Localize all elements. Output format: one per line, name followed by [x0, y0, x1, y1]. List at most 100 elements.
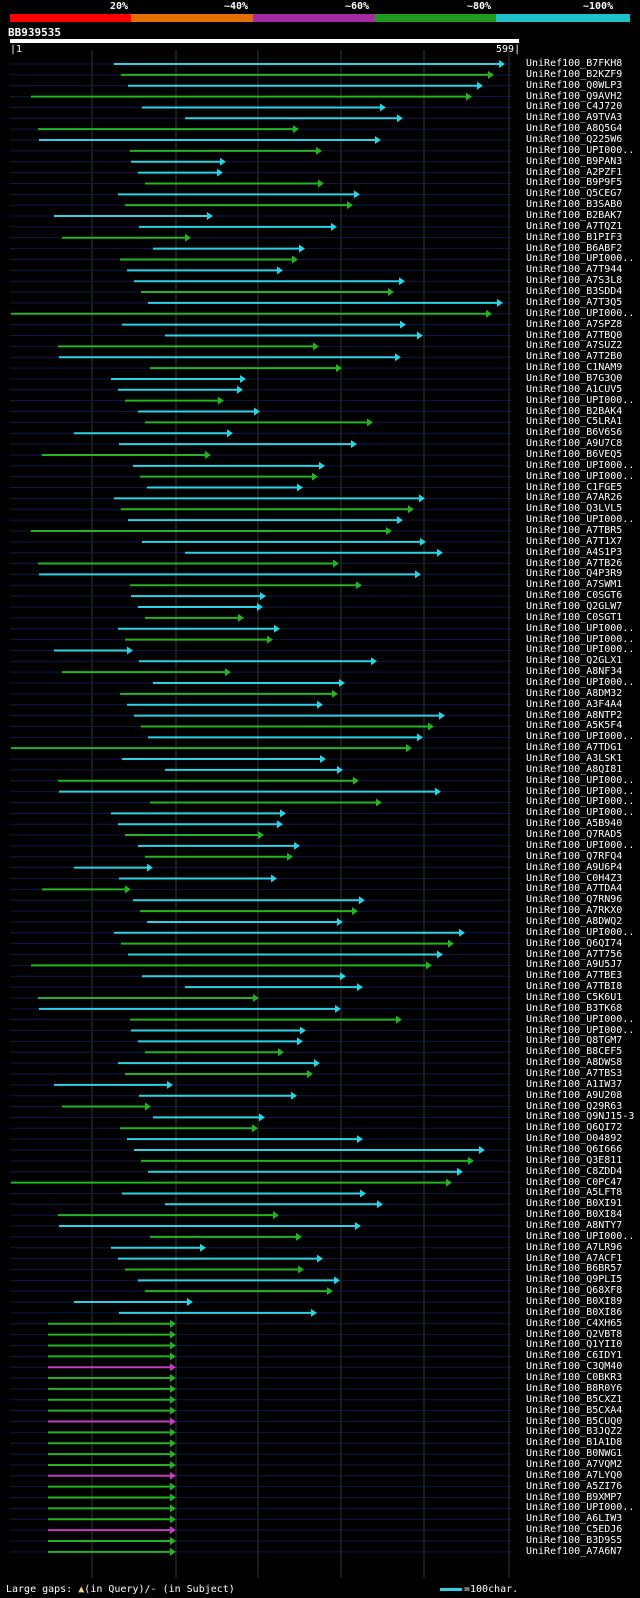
hit-label[interactable]: UniRef100_A7T3Q5 — [526, 296, 623, 308]
hit-label[interactable]: UniRef100_A7SUZ2 — [526, 340, 623, 352]
hit-label[interactable]: UniRef100_Q68XF8 — [526, 1285, 623, 1297]
hit-label[interactable]: UniRef100_A8DWS8 — [526, 1057, 623, 1069]
hit-label[interactable]: UniRef100_B2BAK4 — [526, 405, 623, 417]
hit-label[interactable]: UniRef100_Q29R63 — [526, 1100, 623, 1112]
hit-label[interactable]: UniRef100_Q1YII0 — [526, 1339, 623, 1351]
hit-label[interactable]: UniRef100_A7LYQ0 — [526, 1469, 623, 1481]
hit-label[interactable]: UniRef100_B9PAN3 — [526, 155, 623, 167]
hit-label[interactable]: UniRef100_C5LRA1 — [526, 416, 623, 428]
hit-label[interactable]: UniRef100_A7T2B0 — [526, 351, 623, 363]
hit-label[interactable]: UniRef100_C5EDJ6 — [526, 1524, 623, 1536]
hit-label[interactable]: UniRef100_Q7RN96 — [526, 894, 623, 906]
hit-label[interactable]: UniRef100_B1PIF3 — [526, 231, 623, 243]
hit-label[interactable]: UniRef100_A7VQM2 — [526, 1458, 623, 1470]
hit-label[interactable]: UniRef100_A5LFT8 — [526, 1187, 623, 1199]
hit-label[interactable]: UniRef100_UPI000.. — [526, 1024, 635, 1036]
hit-label[interactable]: UniRef100_A7LR96 — [526, 1241, 623, 1253]
hit-label[interactable]: UniRef100_UPI000.. — [526, 785, 635, 797]
hit-label[interactable]: UniRef100_UPI000.. — [526, 1230, 635, 1242]
hit-label[interactable]: UniRef100_A8QI81 — [526, 763, 623, 775]
hit-label[interactable]: UniRef100_C3QM40 — [526, 1361, 623, 1373]
hit-label[interactable]: UniRef100_C0H4Z3 — [526, 872, 623, 884]
hit-label[interactable]: UniRef100_B0NWG1 — [526, 1448, 623, 1460]
hit-label[interactable]: UniRef100_UPI000.. — [526, 144, 635, 156]
hit-label[interactable]: UniRef100_A7TDA4 — [526, 883, 623, 895]
hit-label[interactable]: UniRef100_Q9NJ15-3 — [526, 1111, 635, 1123]
hit-label[interactable]: UniRef100_UPI000.. — [526, 459, 635, 471]
hit-label[interactable]: UniRef100_A9TVA3 — [526, 112, 623, 124]
hit-label[interactable]: UniRef100_C4XH65 — [526, 1317, 623, 1329]
hit-label[interactable]: UniRef100_UPI000.. — [526, 307, 635, 319]
hit-label[interactable]: UniRef100_C0BKR3 — [526, 1372, 623, 1384]
hit-label[interactable]: UniRef100_Q0WLP3 — [526, 79, 623, 91]
hit-label[interactable]: UniRef100_B3JQZ2 — [526, 1426, 623, 1438]
hit-label[interactable]: UniRef100_B1A1D8 — [526, 1437, 623, 1449]
hit-label[interactable]: UniRef100_C6IDY1 — [526, 1350, 623, 1362]
hit-label[interactable]: UniRef100_A9U6P4 — [526, 861, 623, 873]
hit-label[interactable]: UniRef100_B7G3Q0 — [526, 372, 623, 384]
hit-label[interactable]: UniRef100_A9U7C8 — [526, 438, 623, 450]
hit-label[interactable]: UniRef100_A8Q5G4 — [526, 123, 623, 135]
hit-label[interactable]: UniRef100_A7T1X7 — [526, 535, 623, 547]
hit-label[interactable]: UniRef100_A1CUV5 — [526, 383, 623, 395]
hit-label[interactable]: UniRef100_A7TQZ1 — [526, 220, 623, 232]
hit-label[interactable]: UniRef100_B2KZF9 — [526, 68, 623, 80]
hit-label[interactable]: UniRef100_UPI000.. — [526, 1502, 635, 1514]
hit-label[interactable]: UniRef100_A7T944 — [526, 264, 623, 276]
hit-label[interactable]: UniRef100_C0SGT1 — [526, 611, 623, 623]
hit-label[interactable]: UniRef100_UPI000.. — [526, 470, 635, 482]
hit-label[interactable]: UniRef100_UPI000.. — [526, 644, 635, 656]
hit-label[interactable]: UniRef100_A9U5J7 — [526, 959, 623, 971]
hit-label[interactable]: UniRef100_Q2VBT8 — [526, 1328, 623, 1340]
hit-label[interactable]: UniRef100_B8CEF5 — [526, 1046, 623, 1058]
hit-label[interactable]: UniRef100_O04892 — [526, 1133, 623, 1145]
hit-label[interactable]: UniRef100_B5CUQ0 — [526, 1415, 623, 1427]
hit-label[interactable]: UniRef100_C0SGT6 — [526, 590, 623, 602]
hit-label[interactable]: UniRef100_A7TBR5 — [526, 524, 623, 536]
hit-label[interactable]: UniRef100_A7TBQ0 — [526, 329, 623, 341]
hit-label[interactable]: UniRef100_UPI000.. — [526, 622, 635, 634]
hit-label[interactable]: UniRef100_Q6I666 — [526, 1144, 623, 1155]
hit-label[interactable]: UniRef100_A7RKX0 — [526, 905, 623, 917]
hit-label[interactable]: UniRef100_Q6QI74 — [526, 937, 623, 949]
hit-label[interactable]: UniRef100_Q9PLI5 — [526, 1274, 623, 1286]
hit-label[interactable]: UniRef100_Q4P3R9 — [526, 568, 623, 580]
hit-label[interactable]: UniRef100_B0XI86 — [526, 1306, 623, 1318]
hit-label[interactable]: UniRef100_A7SPZ8 — [526, 318, 623, 330]
hit-label[interactable]: UniRef100_UPI000.. — [526, 731, 635, 743]
hit-label[interactable]: UniRef100_A8DWQ2 — [526, 915, 623, 927]
hit-label[interactable]: UniRef100_A7S3L8 — [526, 275, 623, 287]
hit-label[interactable]: UniRef100_UPI000.. — [526, 926, 635, 938]
hit-label[interactable]: UniRef100_UPI000.. — [526, 633, 635, 645]
hit-label[interactable]: UniRef100_A9U208 — [526, 1089, 623, 1101]
hit-label[interactable]: UniRef100_Q8TGM7 — [526, 1035, 623, 1047]
hit-label[interactable]: UniRef100_B6BR57 — [526, 1263, 623, 1275]
hit-label[interactable]: UniRef100_A7TB26 — [526, 557, 623, 569]
hit-label[interactable]: UniRef100_A7SWM1 — [526, 579, 623, 591]
hit-label[interactable]: UniRef100_A1IW37 — [526, 1078, 623, 1090]
hit-label[interactable]: UniRef100_A8NTY7 — [526, 1220, 623, 1232]
hit-label[interactable]: UniRef100_A8NF34 — [526, 666, 623, 678]
hit-label[interactable]: UniRef100_B9XMP7 — [526, 1491, 623, 1503]
hit-label[interactable]: UniRef100_B0XI84 — [526, 1209, 623, 1221]
hit-label[interactable]: UniRef100_B5CXZ1 — [526, 1393, 623, 1405]
hit-label[interactable]: UniRef100_B3D9S5 — [526, 1534, 623, 1546]
hit-label[interactable]: UniRef100_Q7RFQ4 — [526, 850, 623, 862]
hit-label[interactable]: UniRef100_A7AR26 — [526, 492, 623, 504]
hit-label[interactable]: UniRef100_A2PZF1 — [526, 166, 623, 178]
hit-label[interactable]: UniRef100_C1NAM9 — [526, 362, 623, 374]
hit-label[interactable]: UniRef100_Q5CEG7 — [526, 188, 623, 200]
hit-label[interactable]: UniRef100_UPI000.. — [526, 807, 635, 819]
hit-label[interactable]: UniRef100_A6LIW3 — [526, 1513, 623, 1525]
hit-label[interactable]: UniRef100_C4J720 — [526, 101, 623, 113]
hit-label[interactable]: UniRef100_B9P9F5 — [526, 177, 623, 189]
hit-label[interactable]: UniRef100_Q9AVH2 — [526, 90, 623, 102]
hit-label[interactable]: UniRef100_UPI000.. — [526, 796, 635, 808]
hit-label[interactable]: UniRef100_A8NTP2 — [526, 709, 623, 721]
hit-label[interactable]: UniRef100_B6V6S6 — [526, 427, 623, 439]
hit-label[interactable]: UniRef100_Q2GLW7 — [526, 601, 623, 612]
hit-label[interactable]: UniRef100_UPI000.. — [526, 394, 635, 406]
hit-label[interactable]: UniRef100_A3F4A4 — [526, 698, 623, 710]
hit-label[interactable]: UniRef100_A7ACF1 — [526, 1252, 623, 1264]
hit-label[interactable]: UniRef100_A4S1P3 — [526, 546, 623, 558]
